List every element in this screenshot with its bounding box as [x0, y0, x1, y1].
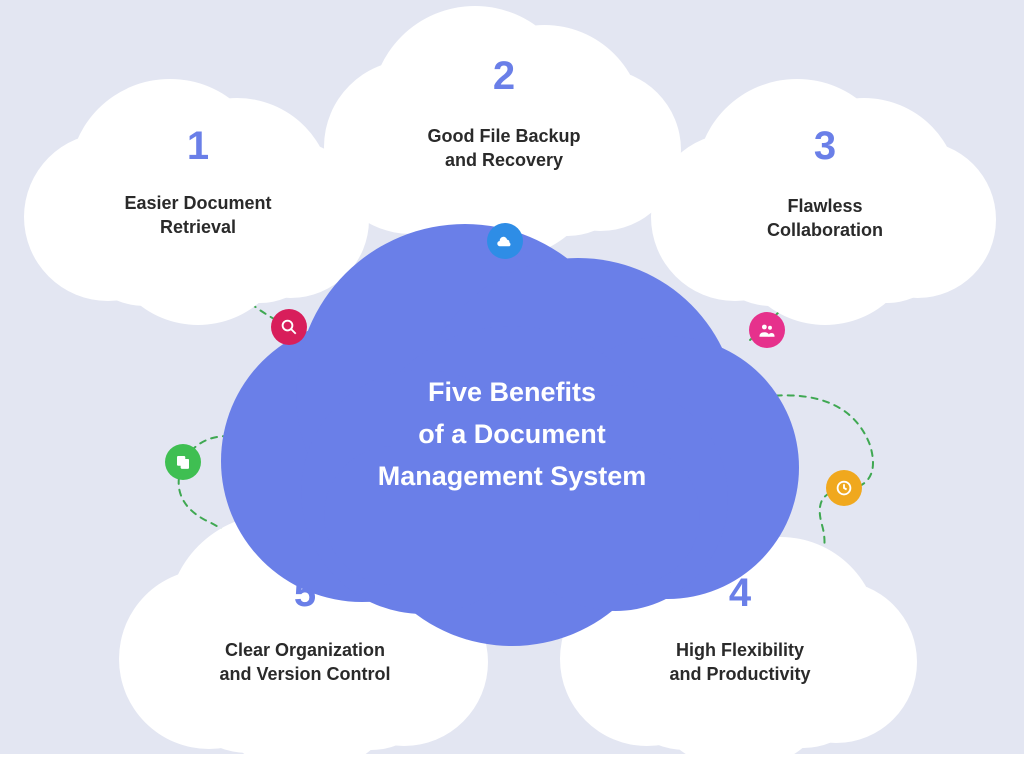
central-title-line: Management System [292, 456, 732, 498]
benefit-label-line: and Recovery [374, 148, 634, 172]
benefit-label-line: High Flexibility [610, 638, 870, 662]
benefit-label-line: and Version Control [175, 662, 435, 686]
central-title: Five Benefitsof a DocumentManagement Sys… [292, 372, 732, 498]
search-icon [271, 309, 307, 345]
people-icon [749, 312, 785, 348]
benefit-number-2: 2 [464, 54, 544, 99]
benefit-label-line: Easier Document [68, 191, 328, 215]
copy-icon [165, 444, 201, 480]
benefit-number-4: 4 [700, 571, 780, 616]
benefit-label-line: Good File Backup [374, 124, 634, 148]
benefit-number-1: 1 [158, 124, 238, 169]
central-title-line: of a Document [292, 414, 732, 456]
benefit-label-line: Retrieval [68, 215, 328, 239]
benefit-label-1: Easier DocumentRetrieval [68, 191, 328, 240]
benefit-label-3: FlawlessCollaboration [695, 194, 955, 243]
benefit-label-line: Flawless [695, 194, 955, 218]
benefit-label-5: Clear Organizationand Version Control [175, 638, 435, 687]
cloud-icon [487, 223, 523, 259]
infographic-canvas: Five Benefitsof a DocumentManagement Sys… [0, 0, 1024, 754]
benefit-label-2: Good File Backupand Recovery [374, 124, 634, 173]
benefit-label-line: Clear Organization [175, 638, 435, 662]
benefit-number-3: 3 [785, 124, 865, 169]
benefit-label-line: Collaboration [695, 218, 955, 242]
benefit-number-5: 5 [265, 571, 345, 616]
benefit-label-line: and Productivity [610, 662, 870, 686]
clock-icon [826, 470, 862, 506]
benefit-label-4: High Flexibilityand Productivity [610, 638, 870, 687]
central-title-line: Five Benefits [292, 372, 732, 414]
